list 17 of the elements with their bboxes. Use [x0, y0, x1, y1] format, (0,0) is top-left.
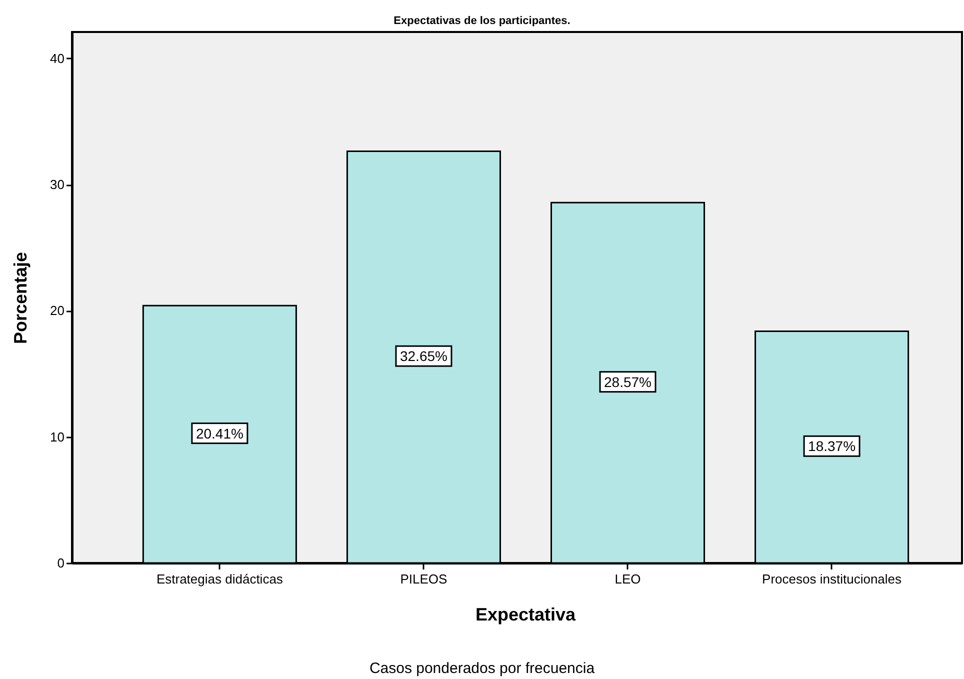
x-axis-title: Expectativa — [475, 604, 577, 624]
x-tick-label: Procesos institucionales — [762, 572, 902, 586]
chart-title: Expectativas de los participantes. — [394, 15, 570, 27]
data-label: 28.57% — [604, 374, 652, 390]
x-tick-label: LEO — [614, 572, 641, 586]
x-tick-label: PILEOS — [400, 572, 448, 586]
data-label: 18.37% — [808, 438, 856, 454]
data-label: 20.41% — [196, 425, 244, 442]
y-tick-label: 10 — [50, 429, 64, 444]
text: Casos ponderados por frecuencia — [369, 660, 596, 677]
y-axis-title: Porcentaje — [10, 252, 30, 344]
y-tick-label: 20 — [50, 303, 64, 318]
y-tick-label: 0 — [57, 556, 64, 570]
y-tick-label: 30 — [50, 177, 64, 192]
y-tick-label: 40 — [50, 50, 64, 66]
data-label: 32.65% — [400, 348, 448, 364]
x-tick-label: Estrategias didácticas — [156, 572, 284, 586]
